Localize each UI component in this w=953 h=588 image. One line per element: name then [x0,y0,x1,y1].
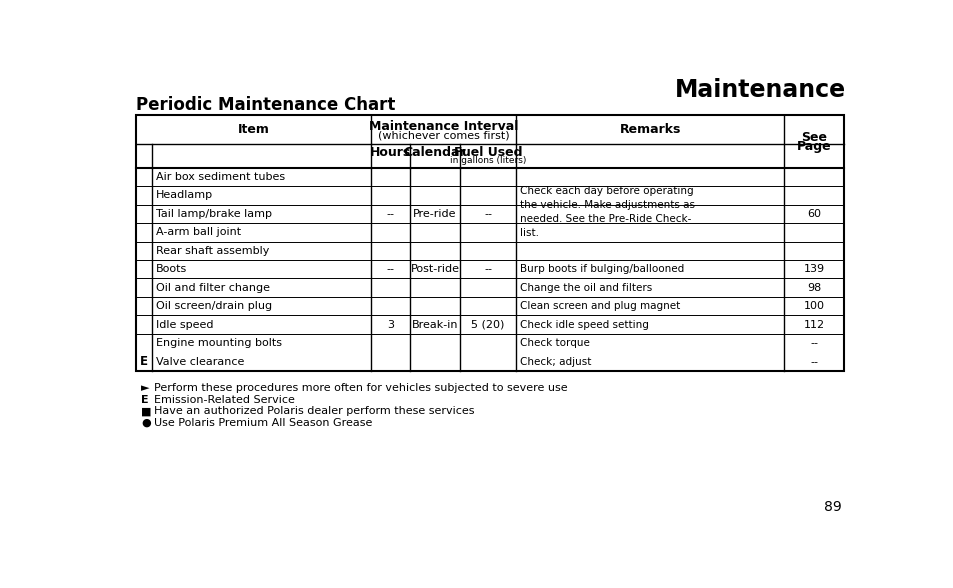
Text: Page: Page [796,141,830,153]
Text: Valve clearance: Valve clearance [155,356,244,367]
Text: Idle speed: Idle speed [155,320,213,330]
Text: 98: 98 [806,283,821,293]
Text: Post-ride: Post-ride [410,264,459,274]
Text: in gallons (liters): in gallons (liters) [450,156,526,165]
Text: ►: ► [141,383,150,393]
Text: E: E [141,395,149,405]
Text: Tail lamp/brake lamp: Tail lamp/brake lamp [155,209,272,219]
Text: Oil screen/drain plug: Oil screen/drain plug [155,301,272,311]
Text: Item: Item [237,123,270,136]
Text: Engine mounting bolts: Engine mounting bolts [155,338,281,348]
Text: --: -- [483,264,492,274]
Text: Check torque: Check torque [519,338,589,348]
Text: Calendar: Calendar [403,146,466,159]
Text: Air box sediment tubes: Air box sediment tubes [155,172,285,182]
Text: Perform these procedures more often for vehicles subjected to severe use: Perform these procedures more often for … [154,383,567,393]
Text: Pre-ride: Pre-ride [413,209,456,219]
Text: Check idle speed setting: Check idle speed setting [519,320,648,330]
Text: --: -- [386,264,395,274]
Text: Oil and filter change: Oil and filter change [155,283,270,293]
Text: E: E [140,355,148,368]
Text: Check each day before operating
the vehicle. Make adjustments as
needed. See the: Check each day before operating the vehi… [519,186,694,238]
Text: ●: ● [141,418,151,428]
Text: Burp boots if bulging/ballooned: Burp boots if bulging/ballooned [519,264,683,274]
Text: Periodic Maintenance Chart: Periodic Maintenance Chart [136,96,395,114]
Text: Use Polaris Premium All Season Grease: Use Polaris Premium All Season Grease [154,418,372,428]
Text: Change the oil and filters: Change the oil and filters [519,283,652,293]
Text: --: -- [809,356,817,367]
Text: 112: 112 [802,320,823,330]
Text: Break-in: Break-in [412,320,457,330]
Text: --: -- [386,209,395,219]
Text: 139: 139 [802,264,823,274]
Text: Check; adjust: Check; adjust [519,356,591,367]
Text: See: See [801,131,826,144]
Text: 100: 100 [802,301,823,311]
Text: 3: 3 [387,320,394,330]
Text: Rear shaft assembly: Rear shaft assembly [155,246,269,256]
Text: Clean screen and plug magnet: Clean screen and plug magnet [519,301,679,311]
Text: Maintenance: Maintenance [675,78,845,102]
Text: Have an authorized Polaris dealer perform these services: Have an authorized Polaris dealer perfor… [154,406,475,416]
Text: Hours: Hours [370,146,411,159]
Text: (whichever comes first): (whichever comes first) [377,130,509,141]
Text: 89: 89 [823,500,841,514]
Bar [136,115,843,371]
Text: Emission-Related Service: Emission-Related Service [154,395,294,405]
Text: A-arm ball joint: A-arm ball joint [155,227,240,238]
Text: Boots: Boots [155,264,187,274]
Text: 5 (20): 5 (20) [471,320,504,330]
Text: --: -- [809,338,817,348]
Text: Fuel Used: Fuel Used [454,146,522,159]
Text: --: -- [483,209,492,219]
Text: Remarks: Remarks [618,123,680,136]
Text: Maintenance Interval: Maintenance Interval [369,119,517,132]
Text: ■: ■ [141,406,152,416]
Text: Headlamp: Headlamp [155,191,213,201]
Text: 60: 60 [806,209,821,219]
